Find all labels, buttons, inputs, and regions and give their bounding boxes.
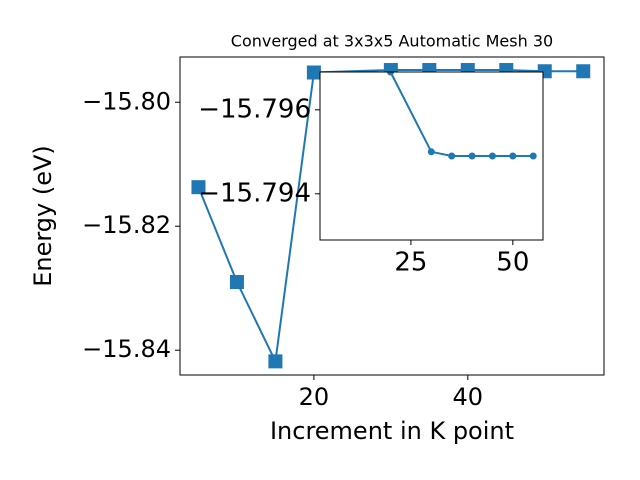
data-point [191,180,206,195]
chart-title: Converged at 3x3x5 Automatic Mesh 30 [231,32,553,51]
data-point [576,64,591,79]
data-point [306,65,321,80]
data-point [268,354,283,369]
y-tick-label: −15.80 [82,87,171,115]
y-tick-label: −15.82 [82,211,171,239]
y-tick-label: −15.796 [198,94,311,124]
data-point [448,152,456,160]
data-point [468,152,476,160]
x-tick-label: 20 [299,383,330,411]
y-tick-label: −15.794 [198,178,311,208]
x-tick-label: 40 [453,383,484,411]
data-point [229,275,244,290]
data-point [427,148,435,156]
x-tick-label: 50 [496,248,529,278]
y-axis-label: Energy (eV) [29,145,57,287]
main-frame [179,56,605,376]
data-point [509,152,517,160]
data-point [488,152,496,160]
y-tick-label: −15.84 [82,335,171,363]
x-tick-label: 25 [394,248,427,278]
data-line [197,69,584,365]
x-axis-label: Increment in K point [270,417,514,445]
data-point [529,152,537,160]
inset-frame [319,71,544,241]
